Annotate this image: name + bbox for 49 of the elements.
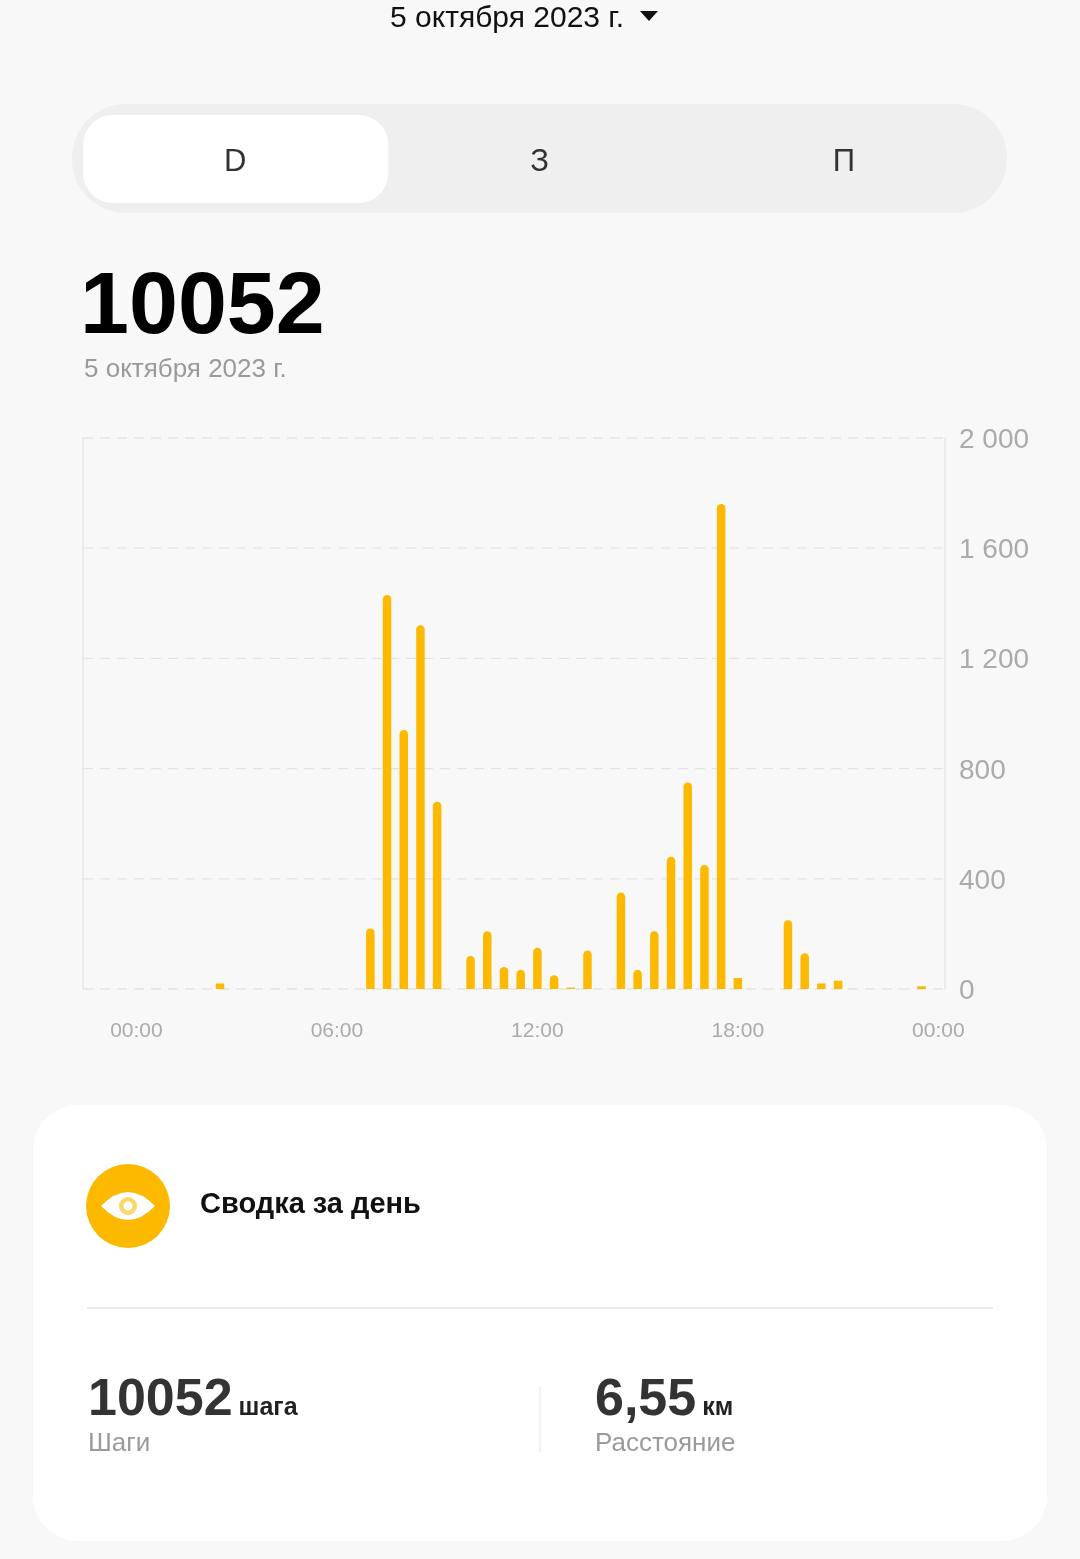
text: Расстояние: [595, 1427, 736, 1457]
bar: [382, 595, 392, 989]
bar: [366, 928, 375, 989]
bar: [432, 801, 442, 989]
bar: [399, 730, 408, 989]
x-tick-label: 18:00: [711, 1017, 765, 1041]
bar: [650, 931, 659, 989]
y-tick-label: 1 200: [959, 643, 1030, 675]
y-tick-label: 800: [959, 753, 1006, 785]
bar: [583, 950, 592, 989]
bar: [633, 969, 642, 989]
text: км: [702, 1392, 734, 1420]
y-tick-label: 0: [959, 974, 975, 1006]
text: 6,55: [595, 1368, 697, 1426]
x-tick-label: 06:00: [310, 1017, 364, 1041]
text: шага: [238, 1392, 299, 1420]
y-tick-label: 400: [959, 863, 1006, 895]
bar: [215, 983, 225, 989]
text: З: [530, 143, 549, 179]
y-tick-label: 2 000: [959, 423, 1030, 455]
bar: [800, 953, 809, 989]
x-tick-label: 00:00: [912, 1017, 965, 1041]
bar: [616, 892, 626, 989]
bar: [533, 947, 542, 989]
bar: [516, 969, 525, 989]
bar: [499, 966, 509, 989]
text: 10052: [88, 1368, 233, 1426]
text: Сводка за день: [200, 1187, 421, 1219]
y-tick-label: 1 600: [959, 533, 1030, 565]
bar: [917, 986, 926, 989]
text: 5 октября 2023 г.: [390, 0, 624, 33]
x-tick-label: 00:00: [110, 1017, 163, 1041]
bar: [666, 856, 676, 989]
text: Шаги: [88, 1427, 151, 1457]
bar: [783, 920, 793, 989]
bar: [700, 865, 709, 989]
bar: [466, 955, 475, 989]
chart-subtitle: 5 октября 2023 г.: [84, 353, 287, 383]
bar: [716, 504, 726, 989]
bar: [833, 980, 843, 989]
bar: [683, 782, 692, 989]
chart-title: 10052: [80, 253, 325, 352]
text: П: [832, 143, 855, 179]
bar: [416, 625, 425, 989]
x-tick-label: 12:00: [511, 1017, 564, 1041]
bar: [483, 931, 492, 989]
bar: [817, 983, 826, 989]
text: D: [223, 143, 247, 179]
bar: [733, 977, 743, 989]
